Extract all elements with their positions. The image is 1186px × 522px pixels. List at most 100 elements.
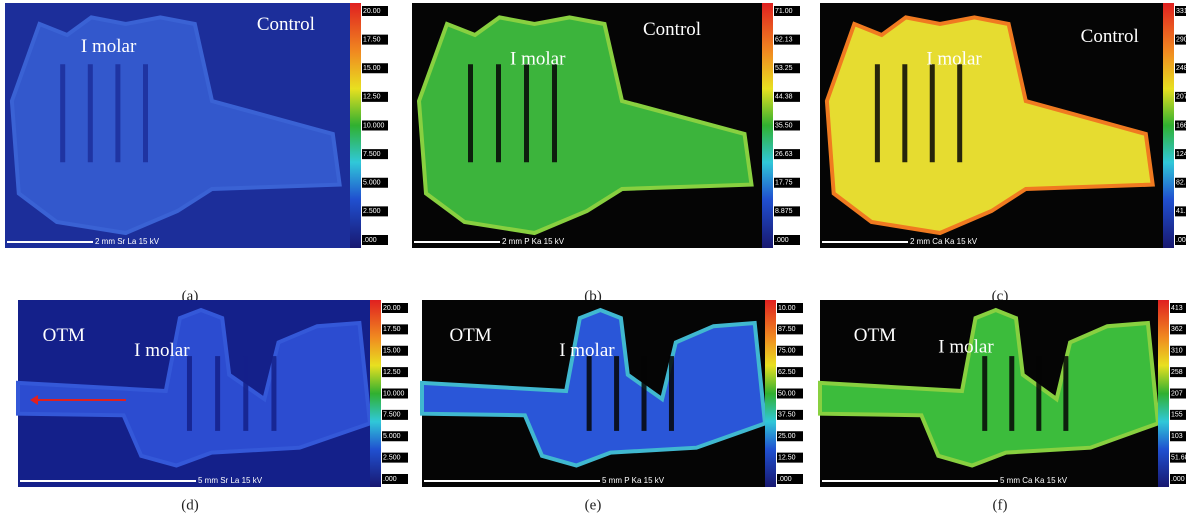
scale-bar-text: 2 mm Sr La 15 kV xyxy=(95,237,160,246)
root-gap xyxy=(586,356,592,431)
root-gap xyxy=(1063,356,1069,431)
colorbar-tick-label: 413 xyxy=(1171,305,1183,312)
root-gap xyxy=(215,356,221,431)
colorbar-tick-label: 35.50 xyxy=(775,122,793,129)
root-gap xyxy=(957,64,963,163)
scale-bar-text: 5 mm Sr La 15 kV xyxy=(198,476,263,485)
colorbar-tick-label: 17.50 xyxy=(383,326,401,333)
tissue xyxy=(16,307,373,468)
tick-bg xyxy=(1170,452,1186,463)
colorbar-tick-label: 5.000 xyxy=(363,180,381,187)
colorbar-tick-label: 362 xyxy=(1171,326,1183,333)
caption: (f) xyxy=(993,497,1008,513)
colorbar-tick-label: 71.00 xyxy=(775,8,793,15)
colorbar xyxy=(1163,3,1174,248)
panel: 413 362 310 258 207 155 103 51.68 .000 5 mm Ca Ka… xyxy=(818,300,1186,487)
tissue xyxy=(824,15,1155,236)
colorbar-tick-label: 20.00 xyxy=(383,305,401,312)
tick-bg xyxy=(1175,120,1186,131)
image-label: I molar xyxy=(559,340,615,361)
colorbar-tick-label: .000 xyxy=(383,476,397,483)
colorbar-tick-label: .000 xyxy=(778,476,792,483)
colorbar-tick-label: 15.00 xyxy=(383,348,401,355)
colorbar-tick-label: .000 xyxy=(1176,237,1186,244)
tick-bg xyxy=(1175,63,1186,74)
tick-bg xyxy=(1170,367,1186,378)
tick-bg xyxy=(777,367,803,378)
root-gap xyxy=(87,64,93,163)
tick-bg xyxy=(774,91,800,102)
tick-bg xyxy=(777,303,803,313)
tissue xyxy=(818,307,1161,468)
tick-bg xyxy=(382,431,408,442)
tick-bg xyxy=(362,206,388,217)
caption: (d) xyxy=(181,497,199,513)
colorbar-tick-label: 82.7 xyxy=(1176,180,1186,187)
panel: 20.00 17.50 15.00 12.50 10.000 7.500 5.000 2.50… xyxy=(16,300,408,487)
root-gap xyxy=(668,356,674,431)
colorbar xyxy=(370,300,381,487)
root-gap xyxy=(143,64,148,163)
tick-bg xyxy=(382,367,408,378)
image-label: I molar xyxy=(938,336,994,357)
tick-bg xyxy=(1170,474,1186,484)
tick-bg xyxy=(774,235,800,245)
root-gap xyxy=(982,356,988,431)
colorbar-tick-label: 124 xyxy=(1176,151,1186,158)
colorbar-tick-label: 62.50 xyxy=(778,369,796,376)
colorbar-tick-label: 62.13 xyxy=(775,36,793,43)
colorbar-tick-label: 2.500 xyxy=(383,454,401,461)
tick-bg xyxy=(1170,324,1186,335)
image-label: Control xyxy=(643,19,701,40)
root-gap xyxy=(243,356,249,431)
colorbar-tick-label: 2.500 xyxy=(363,208,381,215)
colorbar-tick-label: 248 xyxy=(1176,65,1186,72)
colorbar xyxy=(765,300,776,487)
root-gap xyxy=(468,64,473,163)
tissue xyxy=(420,307,768,468)
root-gap xyxy=(115,64,121,163)
tick-bg xyxy=(777,474,803,484)
colorbar-tick-label: 207 xyxy=(1176,94,1186,101)
tick-bg xyxy=(362,235,388,245)
colorbar-tick-label: 10.000 xyxy=(363,122,385,129)
tick-bg xyxy=(1170,303,1186,313)
root-gap xyxy=(902,64,908,163)
tick-bg xyxy=(1170,388,1186,399)
tick-bg xyxy=(382,345,408,356)
colorbar-tick-label: 10.00 xyxy=(778,305,796,312)
tissue xyxy=(416,15,754,236)
root-gap xyxy=(929,64,935,163)
image-label: I molar xyxy=(134,340,190,361)
colorbar-tick-label: 207 xyxy=(1171,390,1183,397)
root-gap xyxy=(186,356,192,431)
arrow-head xyxy=(30,395,38,405)
tick-bg xyxy=(774,63,800,74)
tick-bg xyxy=(362,149,388,160)
colorbar-tick-label: 290 xyxy=(1176,36,1186,43)
colorbar-tick-label: 44.38 xyxy=(775,94,793,101)
colorbar xyxy=(762,3,773,248)
panel: 331 290 248 207 166 124 82.7 41.3 .000 2 mm Ca Ka… xyxy=(820,3,1186,248)
colorbar-tick-label: 166 xyxy=(1176,122,1186,129)
tick-bg xyxy=(362,34,388,45)
colorbar-tick-label: 103 xyxy=(1171,433,1183,440)
tick-bg xyxy=(777,431,803,442)
panel: 20.00 17.50 15.00 12.50 10.000 7.500 5.000 2.50… xyxy=(5,3,388,248)
colorbar-tick-label: .000 xyxy=(775,237,789,244)
tick-bg xyxy=(774,34,800,45)
colorbar-tick-label: 53.25 xyxy=(775,65,793,72)
tick-bg xyxy=(1175,177,1186,188)
tick-bg xyxy=(1175,235,1186,245)
tick-bg xyxy=(1175,34,1186,45)
colorbar-tick-label: 37.50 xyxy=(778,412,796,419)
image-label: I molar xyxy=(81,36,137,57)
tick-bg xyxy=(1175,6,1186,16)
tick-bg xyxy=(362,63,388,74)
root-gap xyxy=(1036,356,1042,431)
colorbar-tick-label: 25.00 xyxy=(778,433,796,440)
scale-bar-text: 2 mm Ca Ka 15 kV xyxy=(910,237,978,246)
root-gap xyxy=(496,64,501,163)
tick-bg xyxy=(1170,431,1186,442)
